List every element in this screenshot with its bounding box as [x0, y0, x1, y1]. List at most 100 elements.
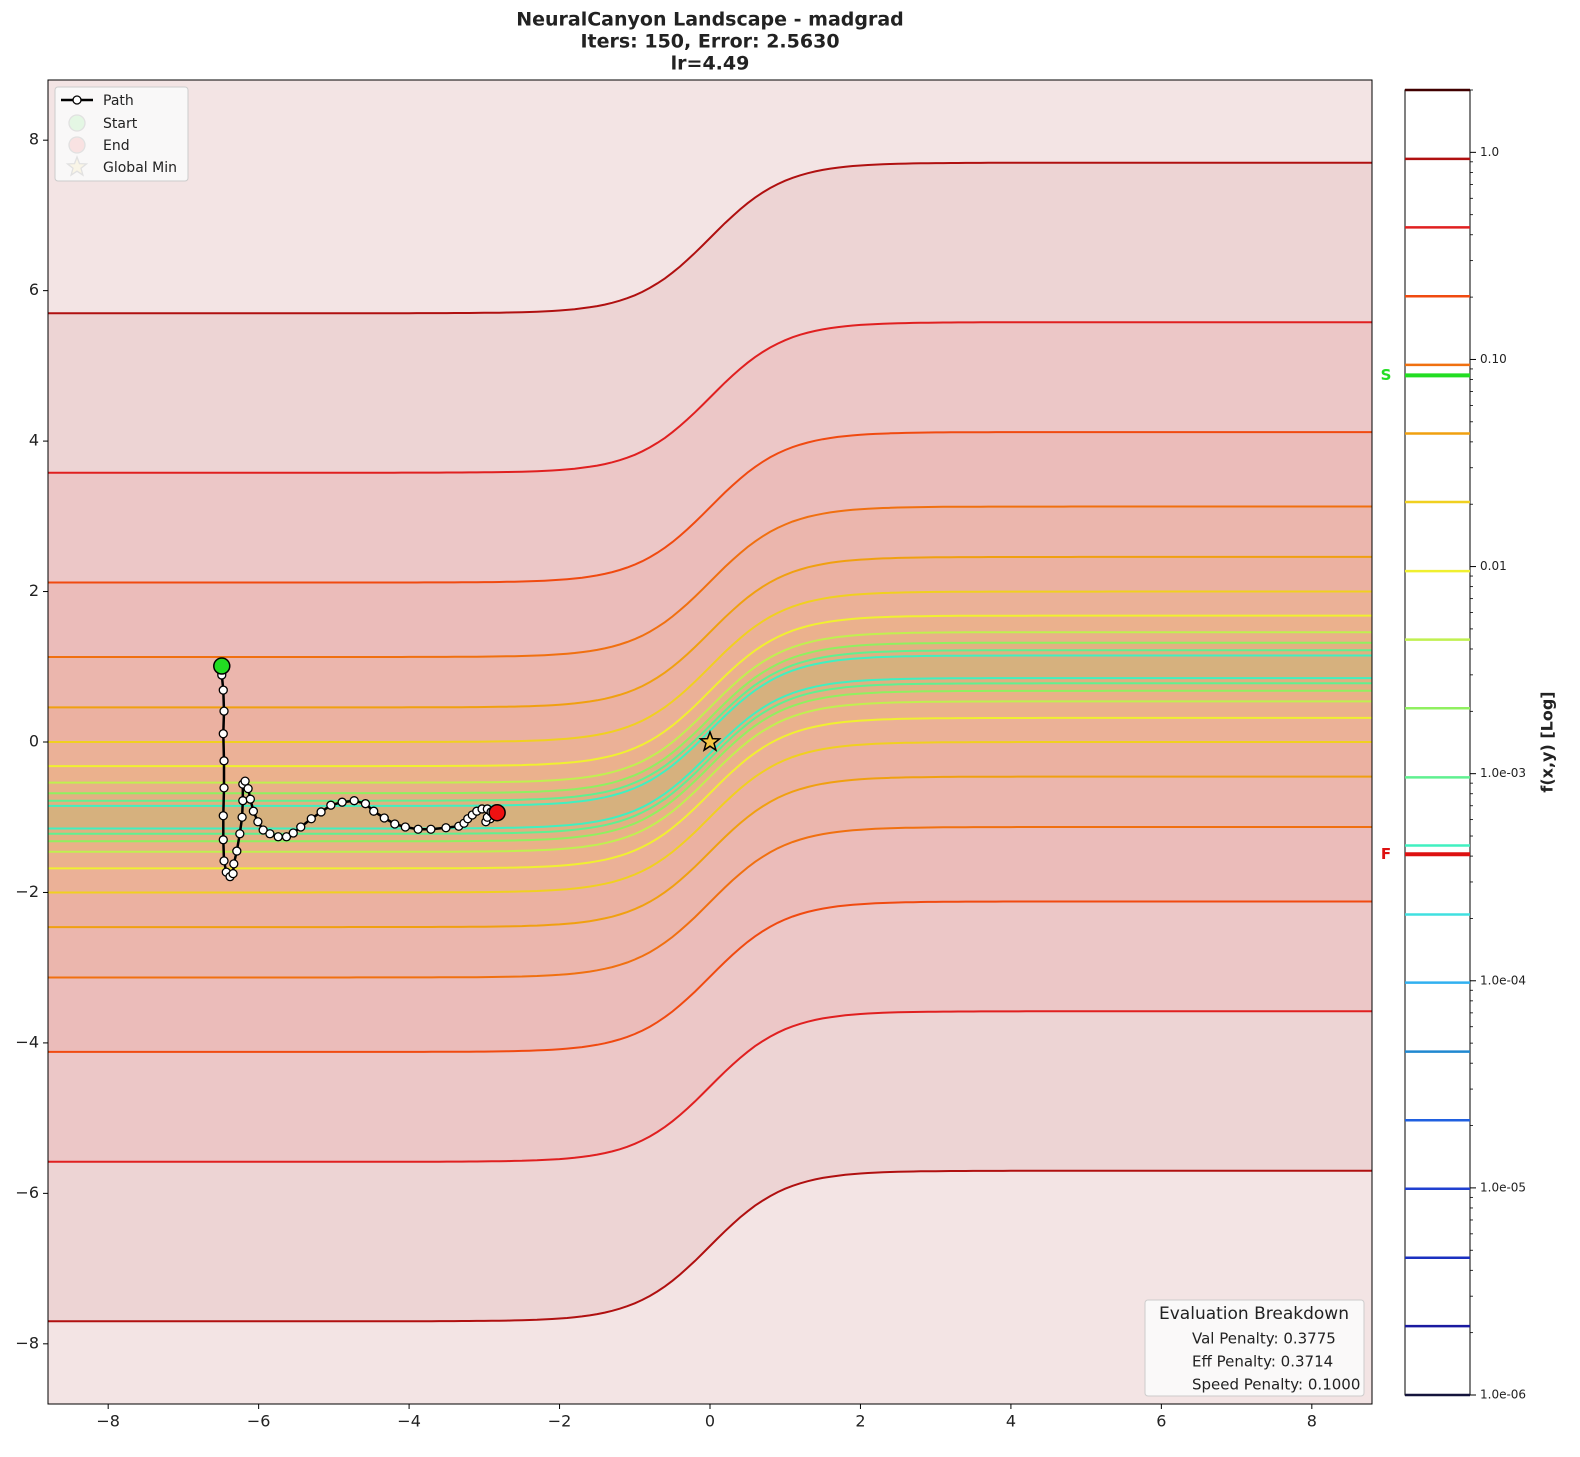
path-point	[288, 828, 298, 838]
colorbar	[1404, 89, 1471, 1396]
legend-swatch	[72, 95, 82, 105]
path-point	[281, 832, 292, 842]
legend	[54, 86, 189, 182]
contour-line	[48, 631, 1372, 784]
x-tick-label: 2	[855, 1412, 865, 1431]
path-point	[400, 822, 410, 832]
path-point	[228, 868, 238, 879]
point-marker	[213, 657, 231, 675]
contour-line	[48, 1169, 1372, 1323]
y-tick-label: 8	[29, 130, 39, 149]
legend-label: Start	[103, 116, 138, 132]
legend-label: Global Min	[103, 160, 177, 176]
contour-line	[48, 775, 1372, 929]
breakdown-title: Evaluation Breakdown	[1159, 1304, 1349, 1324]
path-point	[237, 812, 247, 822]
path-point	[273, 832, 283, 842]
colorbar-marker-label: F	[1381, 845, 1391, 863]
colorbar-tick-label: 1.0	[1480, 145, 1499, 159]
path-point	[248, 806, 259, 816]
path-point	[265, 829, 275, 839]
y-tick-label: −6	[15, 1183, 39, 1202]
contour-line	[48, 161, 1372, 315]
point-marker	[488, 803, 506, 822]
x-tick-label: 4	[1006, 1412, 1016, 1431]
path-point	[232, 846, 242, 856]
y-tick-label: 0	[29, 732, 39, 751]
path-point	[337, 797, 347, 807]
x-tick-label: 6	[1156, 1412, 1166, 1431]
contour-line	[48, 716, 1372, 870]
y-tick-label: −8	[15, 1333, 39, 1352]
path-point	[258, 825, 268, 835]
path-point	[219, 706, 229, 716]
contour-line	[48, 321, 1372, 474]
y-tick-label: 4	[29, 431, 39, 450]
x-tick-label: 0	[705, 1412, 715, 1431]
colorbar-marker-label: S	[1381, 366, 1392, 384]
path-point	[238, 796, 248, 806]
x-tick-label: −2	[548, 1412, 572, 1431]
contour-line	[48, 505, 1372, 658]
path-point	[426, 824, 436, 834]
contour-line	[48, 1010, 1372, 1163]
x-tick-label: −8	[96, 1412, 120, 1431]
contour-line	[48, 614, 1372, 768]
path-point	[218, 685, 228, 695]
path-point	[219, 783, 229, 793]
contour-line	[48, 826, 1372, 979]
path-point	[218, 811, 228, 821]
contour-line	[48, 900, 1372, 1053]
path-point	[240, 776, 250, 786]
chart-title: NeuralCanyon Landscape - madgrad	[516, 9, 904, 31]
contour-line	[48, 689, 1372, 843]
breakdown-box	[1144, 1299, 1365, 1397]
x-tick-label: −6	[247, 1412, 271, 1431]
colorbar-tick-label: 1.0e-05	[1480, 1180, 1526, 1194]
contour-line	[48, 741, 1372, 894]
y-tick-label: −4	[15, 1032, 39, 1051]
x-tick-label: −4	[397, 1412, 421, 1431]
colorbar-tick-label: 0.10	[1480, 352, 1507, 366]
path-point	[441, 823, 451, 833]
path-point	[229, 859, 239, 869]
contour-line	[48, 590, 1372, 743]
path-point	[349, 796, 359, 806]
colorbar-tick-label: 1.0e-03	[1480, 766, 1526, 780]
path-point	[253, 817, 263, 827]
x-tick-label: 8	[1307, 1412, 1317, 1431]
path-point	[296, 822, 306, 832]
path-point	[379, 813, 389, 823]
path-point	[218, 729, 228, 739]
path-point	[243, 783, 253, 794]
breakdown-line: Speed Penalty: 0.1000	[1192, 1376, 1360, 1394]
breakdown-line: Val Penalty: 0.3775	[1192, 1330, 1336, 1348]
path-point	[390, 819, 400, 829]
contour-line	[48, 431, 1372, 584]
chart-subtitle: lr=4.49	[671, 53, 750, 75]
legend-label: Path	[103, 93, 134, 109]
contour-line	[48, 677, 1372, 830]
colorbar-tick-label: 0.01	[1480, 559, 1507, 573]
path-point	[369, 806, 379, 816]
path-point	[219, 856, 229, 866]
path-point	[326, 800, 336, 810]
colorbar-label: f(x,y) [Log]	[1538, 691, 1557, 792]
chart-subtitle: Iters: 150, Error: 2.5630	[580, 31, 839, 53]
point-marker	[698, 729, 722, 752]
breakdown-line: Eff Penalty: 0.3714	[1192, 1353, 1333, 1371]
y-tick-label: 6	[29, 280, 39, 299]
contour-line	[48, 555, 1372, 709]
colorbar-tick-label: 1.0e-06	[1480, 1388, 1526, 1402]
colorbar-tick-label: 1.0e-04	[1480, 973, 1526, 987]
path-point	[360, 799, 371, 809]
legend-label: End	[103, 138, 130, 154]
path-point	[306, 814, 316, 824]
contour-line	[48, 700, 1372, 853]
y-tick-label: 2	[29, 581, 39, 600]
contour-line	[48, 649, 1372, 802]
path-point	[219, 756, 229, 766]
contour-line	[48, 641, 1372, 795]
path-point	[316, 807, 326, 817]
